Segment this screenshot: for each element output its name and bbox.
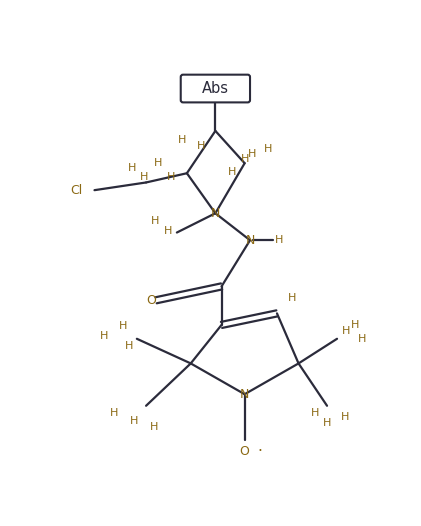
Text: H: H	[248, 149, 256, 159]
Text: H: H	[178, 135, 187, 145]
Text: H: H	[341, 412, 349, 422]
Text: H: H	[163, 226, 172, 236]
Text: H: H	[197, 141, 206, 151]
Text: O: O	[240, 444, 250, 458]
Text: H: H	[357, 334, 366, 344]
Text: H: H	[151, 216, 160, 226]
Text: H: H	[275, 235, 283, 245]
Text: H: H	[311, 409, 320, 419]
Text: ·: ·	[257, 444, 262, 459]
Text: H: H	[240, 154, 249, 164]
Text: H: H	[131, 416, 139, 426]
Text: H: H	[323, 419, 331, 429]
Text: H: H	[153, 158, 162, 168]
Text: H: H	[109, 409, 118, 419]
Text: N: N	[240, 388, 249, 401]
Text: H: H	[119, 321, 127, 331]
Text: H: H	[128, 163, 136, 173]
Text: H: H	[125, 341, 133, 351]
Text: H: H	[352, 320, 360, 330]
Text: Abs: Abs	[202, 81, 229, 96]
Text: H: H	[167, 172, 175, 182]
Text: H: H	[140, 172, 148, 182]
Text: H: H	[99, 331, 108, 341]
Text: Cl: Cl	[71, 184, 83, 197]
Text: N: N	[210, 207, 220, 220]
FancyBboxPatch shape	[181, 75, 250, 103]
Text: O: O	[146, 294, 156, 307]
Text: H: H	[264, 144, 272, 154]
Text: H: H	[288, 293, 296, 303]
Text: H: H	[228, 167, 237, 177]
Text: N: N	[245, 234, 255, 247]
Text: H: H	[149, 421, 158, 431]
Text: H: H	[342, 326, 350, 336]
